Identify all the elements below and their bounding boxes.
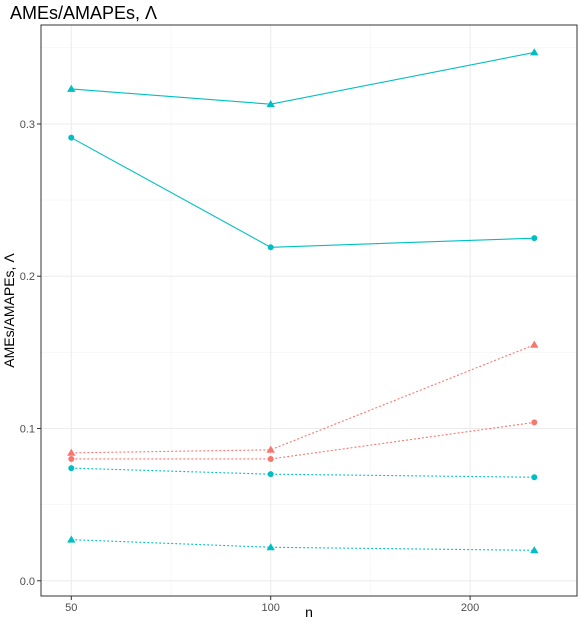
data-point-triangle <box>530 48 539 56</box>
y-tick-label: 0.1 <box>20 424 35 436</box>
data-point-triangle <box>67 448 76 456</box>
y-axis-title: AMEs/AMAPEs, Λ <box>1 253 17 368</box>
data-point-circle <box>68 455 75 462</box>
data-point-triangle <box>67 535 76 543</box>
data-point-triangle <box>266 543 275 551</box>
series-line <box>71 539 535 551</box>
series-3 <box>68 419 538 462</box>
series-layer <box>67 48 539 554</box>
data-point-circle <box>267 471 274 478</box>
y-tick-label: 0.0 <box>20 576 35 588</box>
data-point-triangle <box>67 84 76 92</box>
series-1 <box>68 134 538 251</box>
x-axis-title: n <box>305 604 313 620</box>
y-tick-label: 0.3 <box>20 119 35 131</box>
x-axis: 50 100 200 <box>65 596 479 614</box>
series-0 <box>67 48 539 108</box>
data-point-circle <box>267 244 274 251</box>
series-2 <box>67 340 539 456</box>
data-point-triangle <box>266 99 275 108</box>
x-tick-label: 100 <box>262 602 280 614</box>
series-4 <box>68 465 538 481</box>
data-point-circle <box>68 465 75 472</box>
data-point-triangle <box>530 546 539 554</box>
chart-title: AMEs/AMAPEs, Λ <box>10 3 157 23</box>
data-point-circle <box>531 419 538 426</box>
data-point-circle <box>267 455 274 462</box>
data-point-triangle <box>530 340 539 348</box>
y-tick-label: 0.2 <box>20 271 35 283</box>
data-point-circle <box>68 134 75 141</box>
data-point-triangle <box>266 445 275 453</box>
plot-panel-border <box>40 24 578 597</box>
data-point-circle <box>531 235 538 242</box>
series-line <box>71 51 535 105</box>
series-line <box>71 421 535 460</box>
series-5 <box>67 535 539 554</box>
data-point-circle <box>531 474 538 481</box>
series-line <box>71 344 535 454</box>
x-tick-label: 50 <box>65 602 77 614</box>
x-tick-label: 200 <box>461 602 479 614</box>
series-line <box>71 467 535 478</box>
series-line <box>71 137 535 248</box>
y-axis: 0.0 0.1 0.2 0.3 <box>20 119 41 588</box>
grid <box>41 25 577 596</box>
